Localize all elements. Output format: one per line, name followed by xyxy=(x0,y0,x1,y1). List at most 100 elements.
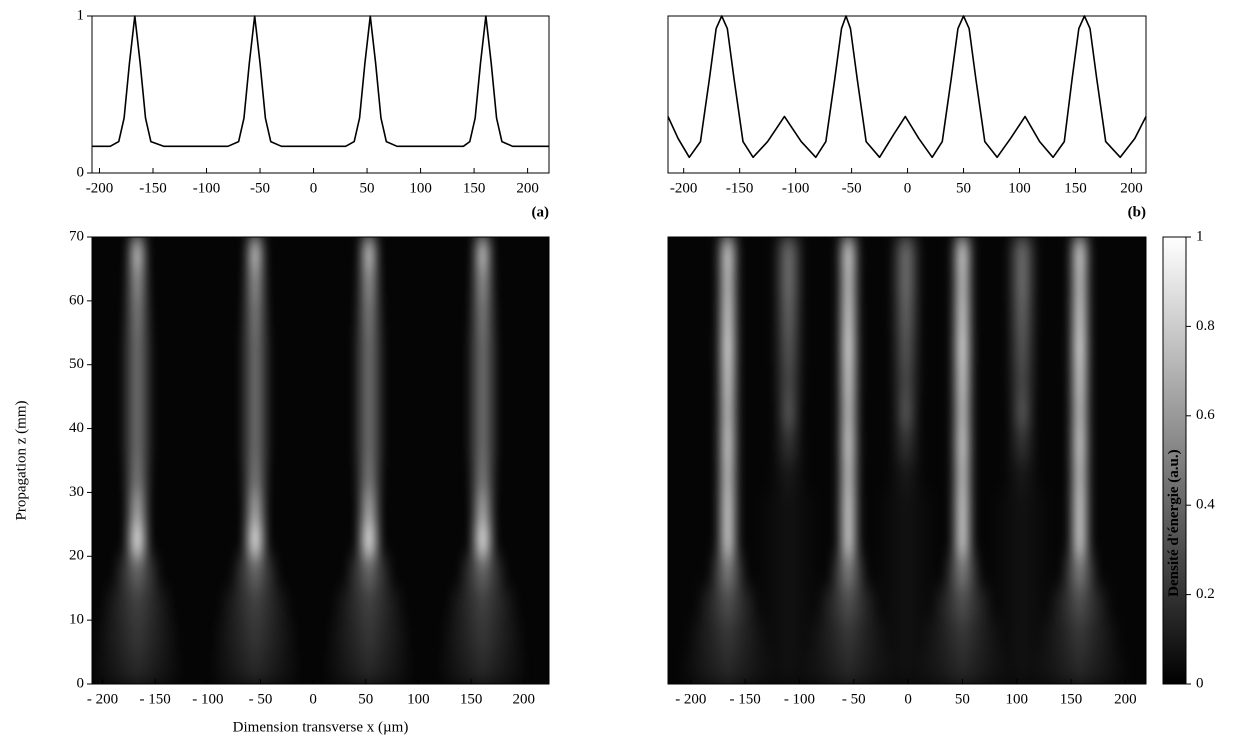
beam-cell xyxy=(714,396,741,429)
x-tick-label: - 150 xyxy=(140,691,171,707)
x-tick-label: -100 xyxy=(782,180,810,196)
x-tick-label: 150 xyxy=(1060,691,1083,707)
beam-cell xyxy=(93,620,182,653)
beam-cell xyxy=(207,652,303,684)
beam-cell xyxy=(889,364,923,397)
beam-cell xyxy=(217,588,294,621)
beam-cell xyxy=(835,460,862,493)
x-tick-label: 0 xyxy=(309,691,317,707)
beam-cell xyxy=(324,620,414,653)
beam-cell xyxy=(468,492,497,525)
beam-cell xyxy=(949,428,976,461)
beam-cell xyxy=(468,268,497,301)
beam-cell xyxy=(351,428,387,461)
x-tick-label: 150 xyxy=(463,180,486,196)
beam-cell xyxy=(755,492,822,525)
y-tick-label: 50 xyxy=(69,356,84,372)
beam-cell xyxy=(1066,332,1093,365)
beam-cell xyxy=(121,460,154,493)
beam-cell xyxy=(755,588,822,621)
beam-cell xyxy=(237,396,273,429)
y-tick-label: 0.6 xyxy=(1196,407,1215,423)
beam-cell xyxy=(835,396,862,429)
beam-cell xyxy=(889,332,923,365)
y-tick-label: 60 xyxy=(69,292,84,308)
x-tick-label: -50 xyxy=(842,180,862,196)
x-tick-label: 150 xyxy=(1064,180,1087,196)
beam-cell xyxy=(229,556,281,589)
beam-cell xyxy=(772,300,805,333)
beam-cell xyxy=(468,524,497,557)
beam-cell xyxy=(873,524,939,557)
beam-cell xyxy=(949,364,976,397)
beam-cell xyxy=(343,556,395,589)
beam-cell xyxy=(873,588,939,621)
x-tick-label: 200 xyxy=(512,691,535,707)
beam-cell xyxy=(714,332,741,365)
beam-cell xyxy=(1005,364,1039,397)
beam-cell xyxy=(1060,556,1100,589)
beam-cell xyxy=(331,588,407,621)
x-tick-label: 100 xyxy=(1005,691,1028,707)
beam-cell xyxy=(457,556,508,589)
beam-cell xyxy=(119,396,155,429)
beam-cell xyxy=(351,396,387,429)
beam-cell xyxy=(1047,588,1113,621)
beam-cell xyxy=(714,364,741,397)
beam-cell xyxy=(815,588,881,621)
y-tick-label: 1 xyxy=(77,7,85,23)
beam-cell xyxy=(119,428,155,461)
beam-cell xyxy=(942,556,982,589)
beam-cell xyxy=(949,268,976,301)
beam-cell xyxy=(889,428,923,461)
x-tick-label: 150 xyxy=(460,691,483,707)
beam-cell xyxy=(929,588,995,621)
x-tick-label: - 50 xyxy=(249,691,273,707)
beam-cell xyxy=(470,237,496,269)
beam-cell xyxy=(92,652,185,684)
beam-cell xyxy=(240,268,270,301)
beam-cell xyxy=(835,428,862,461)
x-tick-label: 0 xyxy=(904,691,912,707)
x-tick-label: 50 xyxy=(955,691,970,707)
beam-cell xyxy=(773,396,804,429)
panel-label: (b) xyxy=(1128,204,1146,220)
beam-cell xyxy=(889,237,923,269)
x-tick-label: - 50 xyxy=(842,691,866,707)
beam-cell xyxy=(873,556,939,589)
x-tick-label: - 100 xyxy=(784,691,815,707)
beam-cell xyxy=(772,268,805,301)
beam-cell xyxy=(119,364,155,397)
beam-cell xyxy=(237,332,273,365)
beam-cell xyxy=(99,588,176,621)
beam-cell xyxy=(889,268,923,301)
y-tick-label: 0.8 xyxy=(1196,318,1215,334)
beam-cell xyxy=(1066,524,1093,557)
beam-cell xyxy=(237,364,273,397)
beam-cell xyxy=(444,588,521,621)
beam-cell xyxy=(1037,620,1123,653)
x-tick-label: 100 xyxy=(409,180,432,196)
beam-cell xyxy=(828,556,868,589)
y-tick-label: 0.2 xyxy=(1196,586,1215,602)
beam-cell xyxy=(239,300,272,333)
beam-cell xyxy=(989,588,1055,621)
x-tick-label: 50 xyxy=(358,691,373,707)
beam-cell xyxy=(465,396,501,429)
x-tick-label: -150 xyxy=(726,180,754,196)
y-tick-label: 10 xyxy=(69,612,84,628)
beam-cell xyxy=(210,620,300,653)
beam-cell xyxy=(1066,460,1093,493)
y-tick-label: 0 xyxy=(1196,675,1204,691)
x-tick-label: - 150 xyxy=(730,691,761,707)
beam-cell xyxy=(465,332,501,365)
beam-cell xyxy=(123,524,152,557)
beam-cell xyxy=(1005,300,1039,333)
beam-cell xyxy=(1066,300,1093,333)
beam-cell xyxy=(949,460,976,493)
beam-cell xyxy=(835,364,862,397)
beam-cell xyxy=(438,620,527,653)
beam-cell xyxy=(714,492,741,525)
y-tick-label: 0 xyxy=(77,675,85,691)
